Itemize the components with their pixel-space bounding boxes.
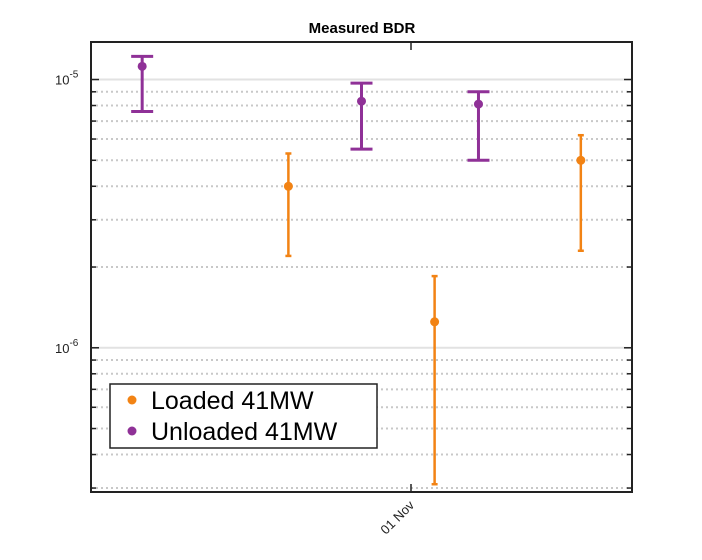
data-point <box>430 317 440 327</box>
data-point <box>576 155 586 165</box>
data-point <box>357 96 366 106</box>
y-tick-label: 10-5 <box>55 70 79 88</box>
x-tick-label: 01 Nov <box>377 497 417 537</box>
legend-label: Loaded 41MW <box>151 387 314 415</box>
data-point <box>283 181 293 191</box>
y-tick-exponent: -5 <box>69 70 78 81</box>
data-point <box>473 99 483 109</box>
legend-marker <box>127 426 137 436</box>
y-tick-label: 10-6 <box>55 338 79 356</box>
legend-box <box>109 383 378 449</box>
y-tick-exponent: -6 <box>69 338 78 349</box>
data-point <box>137 61 147 71</box>
marks-layer <box>131 54 586 486</box>
legend-label: Unloaded 41MW <box>151 418 338 446</box>
chart-title: Measured BDR <box>309 20 416 37</box>
y-tick-base: 10 <box>55 73 69 88</box>
legend-marker <box>127 395 137 405</box>
axes-layer: 10-510-601 Nov <box>55 42 632 537</box>
legend: Loaded 41MW Unloaded 41MW <box>109 383 378 449</box>
y-tick-base: 10 <box>55 341 69 356</box>
